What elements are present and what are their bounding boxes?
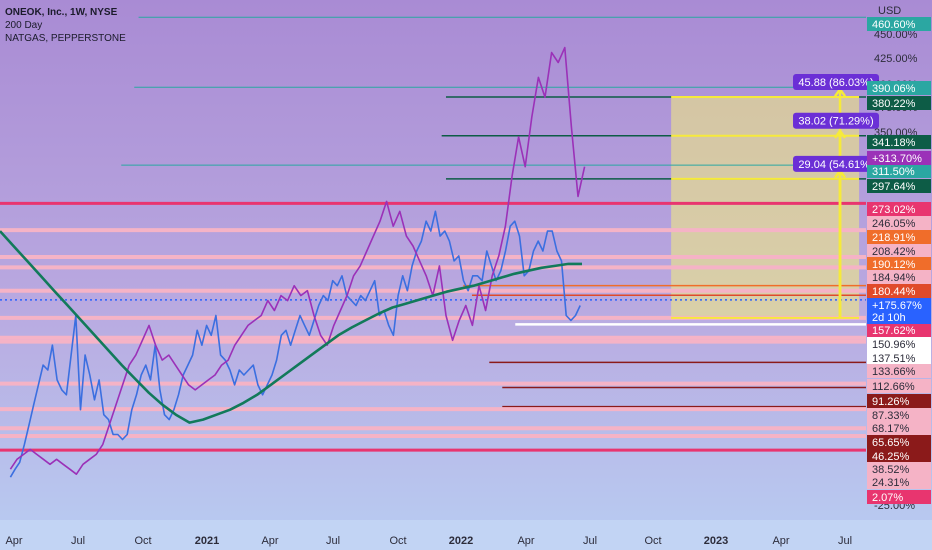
level-badge-17: 112.66%	[872, 381, 915, 393]
measure-arrowhead-1	[834, 128, 847, 139]
level-badge-10: 190.12%	[872, 259, 916, 271]
level-badge-7: 246.05%	[872, 218, 916, 230]
level-badge-24: 24.31%	[872, 477, 910, 489]
current-value-countdown: 2d 10h	[872, 312, 906, 324]
level-badge-6: 273.02%	[872, 204, 916, 216]
price-tick-1: 425.00%	[874, 53, 918, 65]
level-badge-8: 218.91%	[872, 232, 916, 244]
level-badge-bg-3	[867, 135, 931, 149]
level-badge-bg-7	[867, 216, 931, 230]
level-badge-16: 133.66%	[872, 366, 916, 378]
price-tick-0: 450.00%	[874, 29, 918, 41]
level-badge-15: 137.51%	[872, 353, 916, 365]
level-badge-bg-6	[867, 202, 931, 216]
level-badge-bg-5	[867, 179, 931, 193]
level-badge-bg-12	[867, 284, 931, 298]
measure-label-0: 45.88 (86.03%)	[798, 77, 873, 89]
level-badge-bg-23	[867, 462, 931, 476]
level-badge-20: 68.17%	[872, 423, 910, 435]
series-line-2	[0, 230, 582, 424]
symbol-title[interactable]: ONEOK, Inc., 1W, NYSE	[5, 7, 118, 18]
level-badge-19: 87.33%	[872, 410, 910, 422]
level-badge-bg-2	[867, 96, 931, 110]
time-tick-7: 2022	[449, 535, 473, 547]
level-badge-12: 180.44%	[872, 286, 916, 298]
level-badge-18: 91.26%	[872, 396, 910, 408]
time-tick-9: Jul	[583, 535, 597, 547]
series-line-1	[9, 46, 586, 476]
level-badge-1: 390.06%	[872, 83, 916, 95]
time-axis-background	[0, 520, 932, 550]
time-tick-4: Apr	[261, 535, 278, 547]
measure-label-1: 38.02 (71.29%)	[798, 116, 873, 128]
level-badge-0: 460.60%	[872, 19, 916, 31]
level-badge-bg-15	[867, 351, 931, 365]
measure-label-bg-0	[793, 74, 880, 91]
level-badge-9: 208.42%	[872, 246, 916, 258]
compare-badge-bg	[867, 151, 931, 165]
time-tick-13: Jul	[838, 535, 852, 547]
level-badge-bg-22	[867, 449, 931, 463]
level-badge-bg-11	[867, 270, 931, 284]
level-badge-bg-16	[867, 364, 931, 378]
overlay-layer: 45.88 (86.03%) 38.02 (71.29%) 29.04 (54.61…	[793, 74, 880, 318]
level-badge-bg-17	[867, 379, 931, 393]
level-badge-25: 2.07%	[872, 492, 903, 504]
time-tick-8: Apr	[517, 535, 534, 547]
level-badge-4: 311.50%	[872, 166, 915, 178]
time-tick-6: Oct	[389, 535, 406, 547]
level-badge-bg-10	[867, 257, 931, 271]
compare-symbol-label[interactable]: NATGAS, PEPPERSTONE	[5, 33, 126, 44]
level-badge-22: 46.25%	[872, 451, 910, 463]
level-badge-bg-8	[867, 230, 931, 244]
measure-box	[671, 97, 860, 318]
level-badge-bg-21	[867, 435, 931, 449]
time-tick-12: Apr	[772, 535, 789, 547]
level-badge-bg-18	[867, 394, 931, 408]
level-badge-bg-13	[867, 323, 931, 337]
time-tick-5: Jul	[326, 535, 340, 547]
level-badge-11: 184.94%	[872, 272, 916, 284]
level-badge-21: 65.65%	[872, 437, 910, 449]
level-badge-2: 380.22%	[872, 98, 916, 110]
level-badge-bg-24	[867, 475, 931, 489]
level-badge-3: 341.18%	[872, 137, 916, 149]
currency-label: USD	[878, 5, 901, 17]
time-tick-2: Oct	[134, 535, 151, 547]
measure-label-bg-1	[793, 112, 880, 129]
time-tick-11: 2023	[704, 535, 728, 547]
compare-value-badge: +313.70%	[872, 153, 922, 165]
level-badge-bg-25	[867, 490, 931, 504]
plot-area[interactable]	[0, 16, 866, 478]
indicator-label[interactable]: 200 Day	[5, 20, 43, 31]
measure-label-2: 29.04 (54.61%)	[798, 159, 873, 171]
level-badge-bg-20	[867, 421, 931, 435]
time-tick-3: 2021	[195, 535, 219, 547]
level-badge-bg-14	[867, 337, 931, 351]
level-badge-13: 157.62%	[872, 325, 916, 337]
measure-label-bg-2	[793, 155, 880, 172]
level-badge-bg-4	[867, 164, 931, 178]
chart-legend: ONEOK, Inc., 1W, NYSE 200 Day NATGAS, PE…	[5, 6, 126, 45]
current-value-badge: +175.67%	[872, 300, 922, 312]
time-tick-10: Oct	[644, 535, 661, 547]
time-axis[interactable]: Apr Jul Oct 2021 Apr Jul Oct 2022 Apr Jul Oct 2023 A…	[5, 535, 852, 547]
time-tick-0: Apr	[5, 535, 22, 547]
level-badge-bg-1	[867, 81, 931, 95]
level-badge-bg-9	[867, 244, 931, 258]
level-badge-bg-19	[867, 408, 931, 422]
level-badge-23: 38.52%	[872, 464, 910, 476]
level-badge-14: 150.96%	[872, 339, 916, 351]
level-badge-5: 297.64%	[872, 181, 916, 193]
series-line-0	[9, 210, 581, 478]
price-axis[interactable]: 450.00%425.00%400.00%375.00%350.00%-25.0…	[867, 5, 931, 512]
level-badge-bg-0	[867, 17, 931, 31]
time-tick-1: Jul	[71, 535, 85, 547]
current-badge-bg	[867, 298, 931, 324]
